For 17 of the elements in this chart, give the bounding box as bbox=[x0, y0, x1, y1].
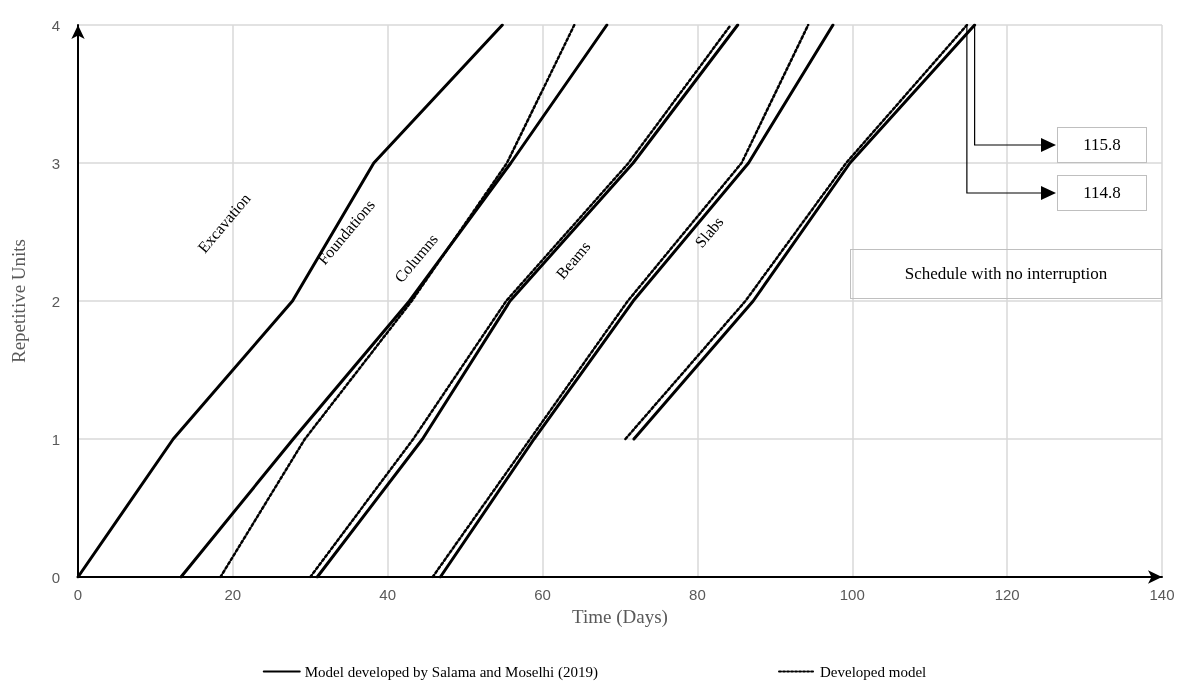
y-tick-label: 3 bbox=[51, 154, 60, 172]
x-tick-label: 20 bbox=[224, 586, 242, 603]
x-tick-label: 60 bbox=[534, 586, 551, 603]
x-tick-label: 80 bbox=[689, 586, 706, 603]
y-tick-label: 4 bbox=[51, 16, 60, 34]
x-tick-label: 0 bbox=[73, 586, 83, 603]
x-tick-label: 40 bbox=[379, 586, 397, 603]
legend-label: Developed model bbox=[820, 663, 927, 680]
x-tick-label: 100 bbox=[839, 586, 865, 603]
x-axis-title: Time (Days) bbox=[572, 605, 668, 628]
y-tick-label: 1 bbox=[51, 430, 60, 448]
y-axis-title: Repetitive Units bbox=[8, 238, 29, 364]
legend-label: Model developed by Salama and Moselhi (2019) bbox=[304, 663, 599, 681]
x-tick-label: 120 bbox=[994, 586, 1020, 603]
y-tick-label: 2 bbox=[51, 292, 60, 310]
x-tick-label: 140 bbox=[1149, 586, 1175, 603]
y-tick-label: 0 bbox=[51, 568, 60, 586]
